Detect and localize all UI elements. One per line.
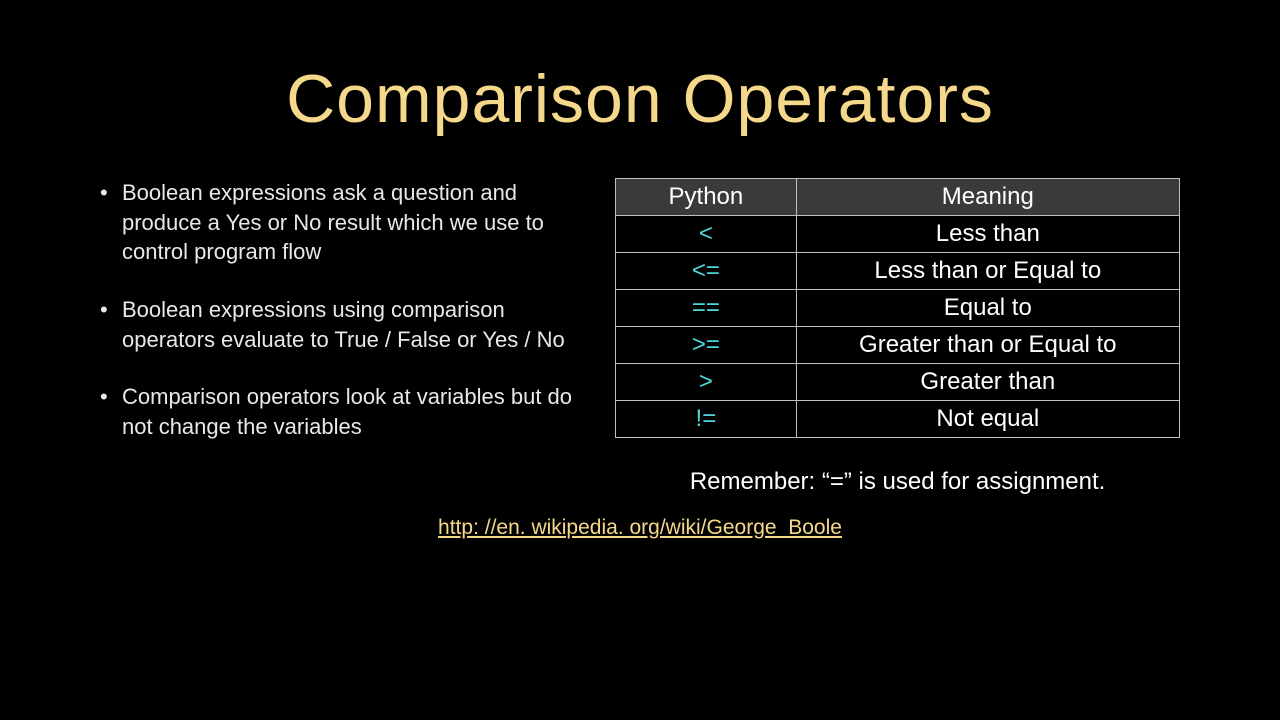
table-row: <= Less than or Equal to	[616, 253, 1180, 290]
bullet-column: Boolean expressions ask a question and p…	[100, 178, 575, 496]
table-header-python: Python	[616, 179, 796, 216]
table-row: < Less than	[616, 216, 1180, 253]
cell-python: <=	[616, 253, 796, 290]
table-row: == Equal to	[616, 290, 1180, 327]
cell-meaning: Greater than or Equal to	[796, 327, 1179, 364]
table-header-row: Python Meaning	[616, 179, 1180, 216]
cell-python: !=	[616, 401, 796, 438]
operators-table: Python Meaning < Less than <= Less than …	[615, 178, 1180, 438]
cell-meaning: Less than	[796, 216, 1179, 253]
cell-python: >=	[616, 327, 796, 364]
link-line: http: //en. wikipedia. org/wiki/George_B…	[100, 516, 1180, 540]
cell-meaning: Not equal	[796, 401, 1179, 438]
cell-python: >	[616, 364, 796, 401]
bullet-item: Boolean expressions using comparison ope…	[100, 295, 575, 354]
bullet-item: Comparison operators look at variables b…	[100, 382, 575, 441]
bullet-item: Boolean expressions ask a question and p…	[100, 178, 575, 267]
cell-python: ==	[616, 290, 796, 327]
cell-meaning: Equal to	[796, 290, 1179, 327]
table-row: >= Greater than or Equal to	[616, 327, 1180, 364]
bullet-list: Boolean expressions ask a question and p…	[100, 178, 575, 442]
cell-python: <	[616, 216, 796, 253]
content-row: Boolean expressions ask a question and p…	[100, 178, 1180, 496]
cell-meaning: Greater than	[796, 364, 1179, 401]
remember-note: Remember: “=” is used for assignment.	[615, 468, 1180, 496]
table-header-meaning: Meaning	[796, 179, 1179, 216]
cell-meaning: Less than or Equal to	[796, 253, 1179, 290]
slide-title: Comparison Operators	[100, 60, 1180, 138]
slide: Comparison Operators Boolean expressions…	[0, 0, 1280, 560]
table-column: Python Meaning < Less than <= Less than …	[615, 178, 1180, 496]
table-row: > Greater than	[616, 364, 1180, 401]
reference-link[interactable]: http: //en. wikipedia. org/wiki/George_B…	[438, 516, 842, 539]
table-row: != Not equal	[616, 401, 1180, 438]
